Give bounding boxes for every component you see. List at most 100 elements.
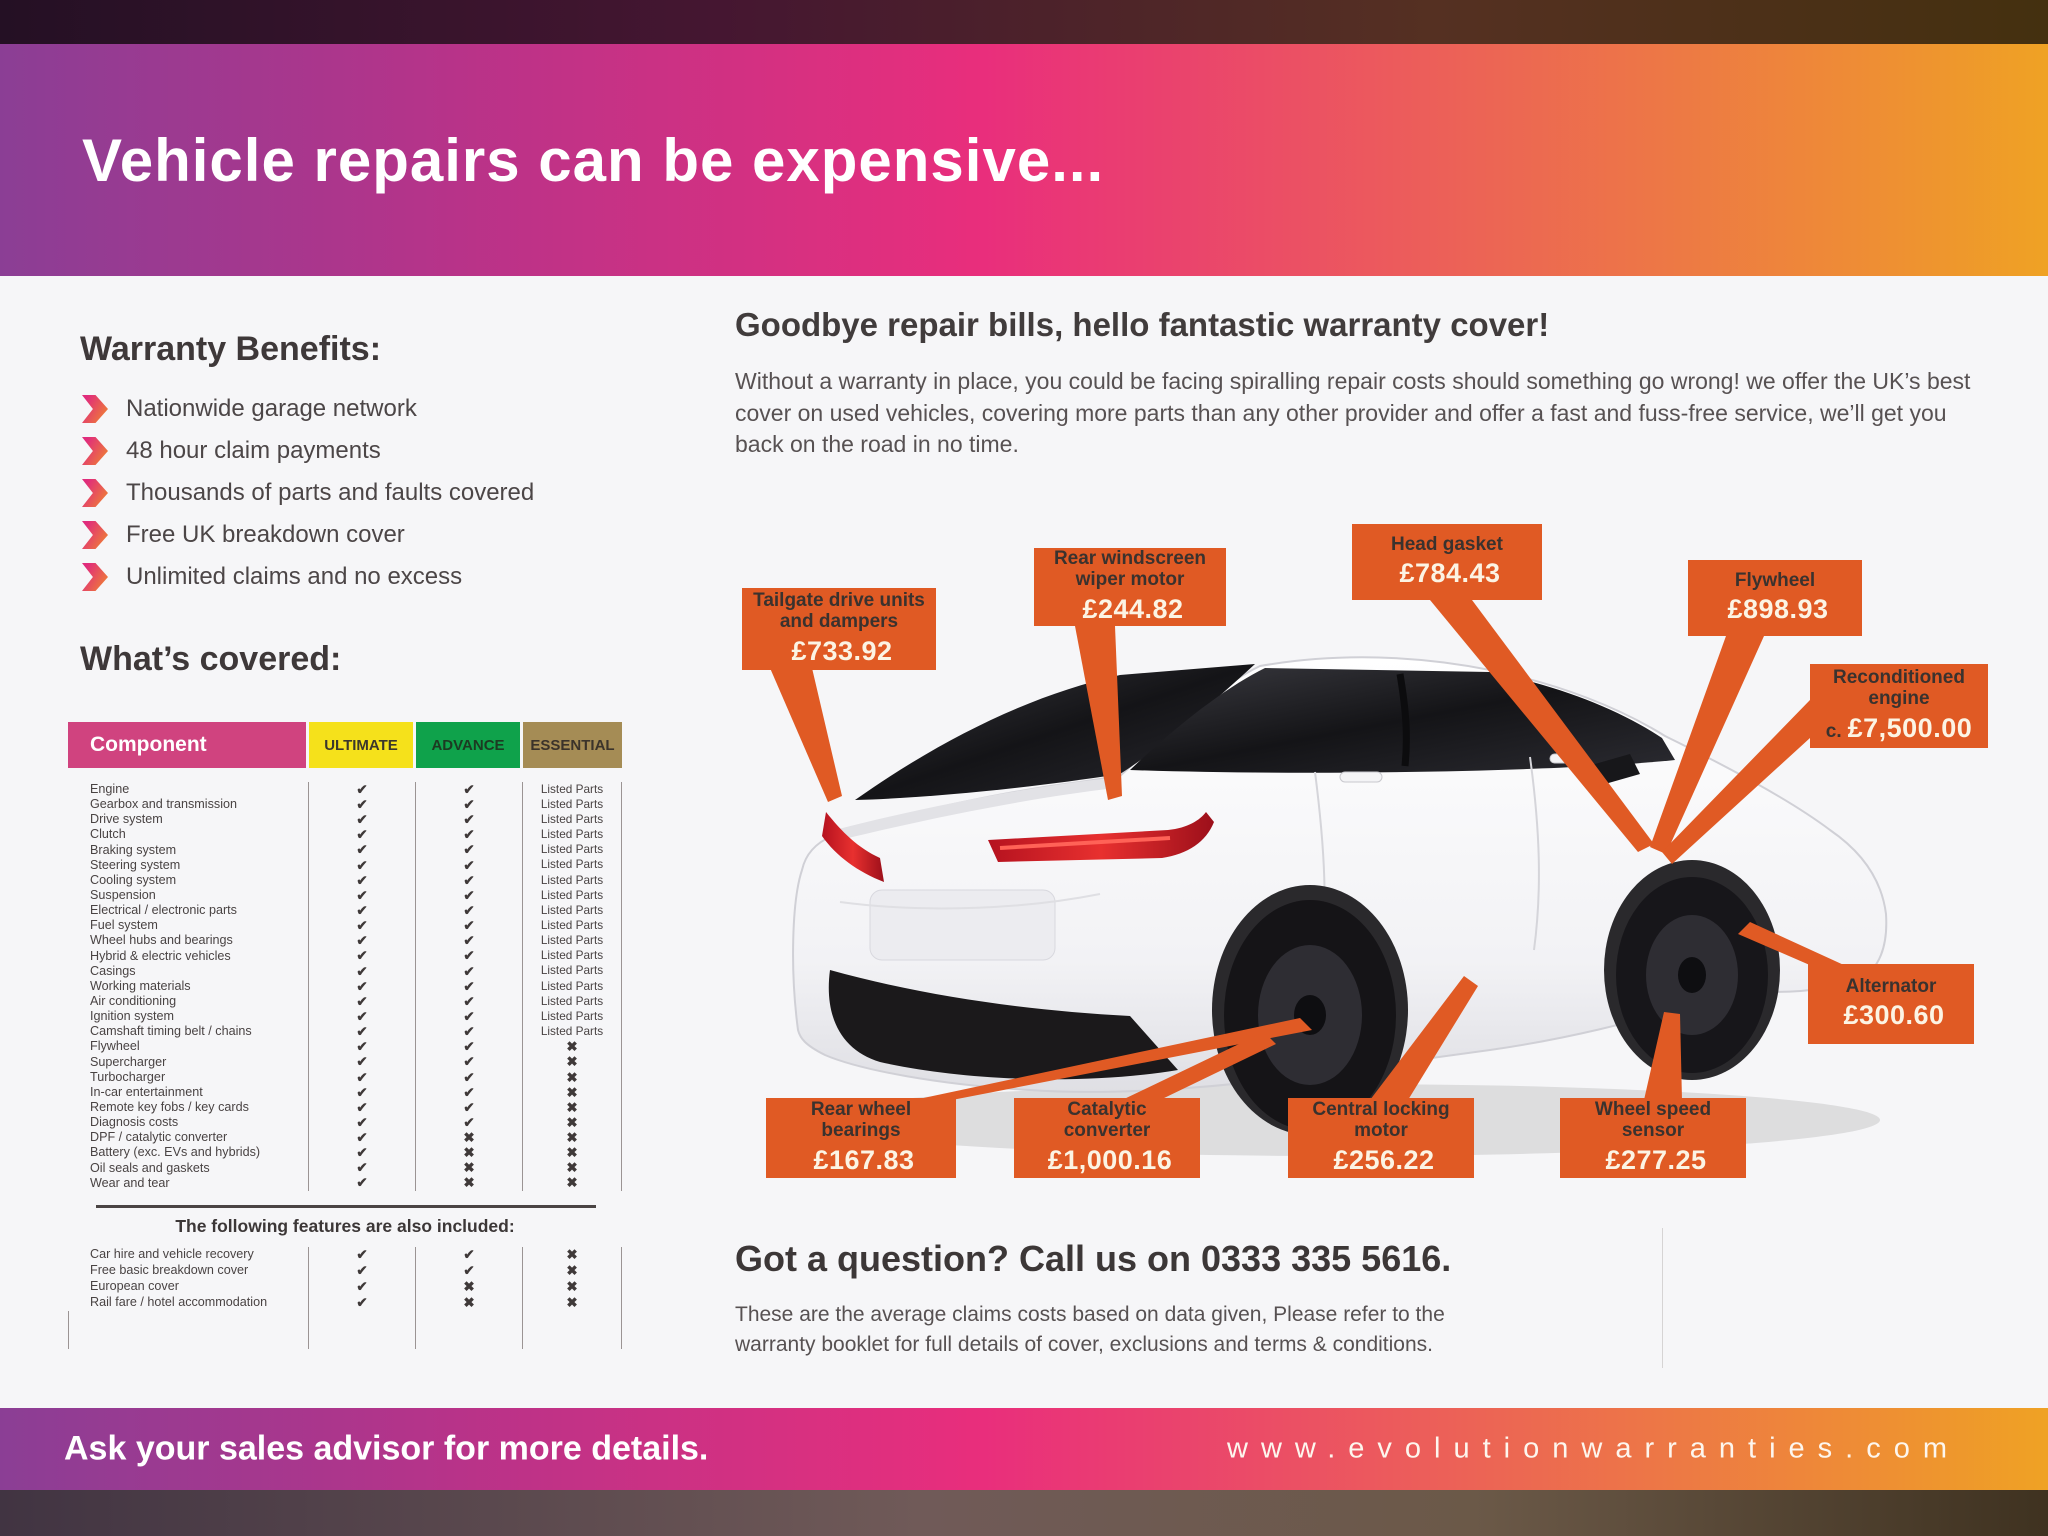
component-name: Turbocharger bbox=[90, 1069, 166, 1084]
check-icon: ✔ bbox=[356, 902, 368, 918]
component-name: Remote key fobs / key cards bbox=[90, 1099, 249, 1114]
cross-icon: ✖ bbox=[463, 1175, 475, 1191]
check-icon: ✔ bbox=[356, 857, 368, 873]
check-icon: ✔ bbox=[463, 812, 475, 828]
check-icon: ✔ bbox=[463, 887, 475, 903]
component-name: Working materials bbox=[90, 978, 191, 993]
check-icon: ✔ bbox=[356, 1247, 368, 1263]
table-row: Hybrid & electric vehicles ✔ ✔ Listed Parts bbox=[68, 948, 622, 964]
benefit-label: Thousands of parts and faults covered bbox=[126, 479, 535, 506]
cross-icon: ✖ bbox=[566, 1099, 578, 1115]
component-name: Suspension bbox=[90, 887, 156, 902]
callout-label: Flywheel bbox=[1734, 569, 1816, 591]
check-icon: ✔ bbox=[463, 796, 475, 812]
callout-leader-lines bbox=[770, 600, 1846, 1100]
cross-icon: ✖ bbox=[566, 1279, 578, 1295]
check-icon: ✔ bbox=[463, 1069, 475, 1085]
table-row: Diagnosis costs ✔ ✔ ✖ bbox=[68, 1114, 622, 1131]
benefits-list: Nationwide garage network 48 hour claim … bbox=[82, 388, 534, 598]
component-name: Fuel system bbox=[90, 918, 158, 933]
callout-label: Tailgate drive units and dampers bbox=[753, 590, 925, 632]
component-name: Car hire and vehicle recovery bbox=[90, 1246, 254, 1261]
cross-icon: ✖ bbox=[566, 1084, 578, 1100]
table-row: Camshaft timing belt / chains ✔ ✔ Listed Pa… bbox=[68, 1024, 622, 1040]
check-icon: ✔ bbox=[356, 1160, 368, 1176]
table-row: Supercharger ✔ ✔ ✖ bbox=[68, 1054, 622, 1070]
component-name: Camshaft timing belt / chains bbox=[90, 1024, 252, 1039]
table-row: Battery (exc. EVs and hybrids) ✔ ✖ ✖ bbox=[68, 1145, 622, 1161]
check-icon: ✔ bbox=[356, 796, 368, 812]
check-icon: ✔ bbox=[356, 872, 368, 888]
callout-price: £784.43 bbox=[1399, 558, 1501, 589]
listed-parts-label: Listed Parts bbox=[540, 827, 604, 842]
component-name: DPF / catalytic converter bbox=[90, 1130, 228, 1145]
component-name: Supercharger bbox=[90, 1054, 167, 1069]
table-row: Remote key fobs / key cards ✔ ✔ ✖ bbox=[68, 1099, 622, 1116]
table-row: Turbocharger ✔ ✔ ✖ bbox=[68, 1069, 622, 1085]
column-header-essential: ESSENTIAL bbox=[523, 722, 622, 768]
table-row: Engine ✔ ✔ Listed Parts bbox=[68, 781, 622, 798]
table-row: In-car entertainment ✔ ✔ ✖ bbox=[68, 1084, 622, 1100]
component-name: Ignition system bbox=[90, 1009, 174, 1024]
check-icon: ✔ bbox=[463, 842, 475, 858]
top-frame-strip bbox=[0, 0, 2048, 44]
cross-icon: ✖ bbox=[566, 1247, 578, 1263]
cross-icon: ✖ bbox=[566, 1054, 578, 1070]
car-wheels bbox=[1212, 860, 1780, 1135]
check-icon: ✔ bbox=[356, 918, 368, 934]
header-band: Vehicle repairs can be expensive... bbox=[0, 44, 2048, 276]
table-row: Air conditioning ✔ ✔ Listed Parts bbox=[68, 993, 622, 1010]
component-name: Clutch bbox=[90, 827, 126, 842]
table-row: Flywheel ✔ ✔ ✖ bbox=[68, 1039, 622, 1055]
check-icon: ✔ bbox=[463, 1084, 475, 1100]
component-name: Hybrid & electric vehicles bbox=[90, 948, 231, 963]
features-column-lines bbox=[68, 1310, 622, 1349]
component-name: European cover bbox=[90, 1278, 179, 1293]
cross-icon: ✖ bbox=[566, 1263, 578, 1279]
disclaimer-text: These are the average claims costs based… bbox=[735, 1303, 1445, 1356]
check-icon: ✔ bbox=[356, 781, 368, 797]
check-icon: ✔ bbox=[463, 963, 475, 979]
callout-price: £256.22 bbox=[1333, 1144, 1435, 1175]
benefit-item: Thousands of parts and faults covered bbox=[82, 472, 534, 514]
check-icon: ✔ bbox=[356, 933, 368, 949]
callout-label: Alternator bbox=[1845, 975, 1937, 997]
column-header-component: Component bbox=[68, 722, 306, 768]
table-row: Cooling system ✔ ✔ Listed Parts bbox=[68, 872, 622, 888]
check-icon: ✔ bbox=[356, 827, 368, 843]
table-row: Rail fare / hotel accommodation ✔ ✖ ✖ bbox=[68, 1294, 622, 1311]
check-icon: ✔ bbox=[356, 1263, 368, 1279]
column-header-ultimate: ULTIMATE bbox=[309, 722, 413, 768]
listed-parts-label: Listed Parts bbox=[540, 902, 604, 917]
check-icon: ✔ bbox=[356, 948, 368, 964]
cross-icon: ✖ bbox=[566, 1295, 578, 1311]
table-row: Gearbox and transmission ✔ ✔ Listed Parts bbox=[68, 796, 622, 813]
benefit-item: Nationwide garage network bbox=[82, 388, 534, 430]
check-icon: ✔ bbox=[356, 1039, 368, 1055]
cross-icon: ✖ bbox=[566, 1145, 578, 1161]
check-icon: ✔ bbox=[463, 872, 475, 888]
callout-label: Head gasket bbox=[1391, 533, 1503, 555]
listed-parts-label: Listed Parts bbox=[540, 796, 604, 811]
covered-heading: What’s covered: bbox=[80, 640, 342, 678]
callout-wheel-speed-sensor: Wheel speed sensor £277.25 bbox=[1560, 1098, 1746, 1178]
check-icon: ✔ bbox=[463, 781, 475, 797]
listed-parts-label: Listed Parts bbox=[540, 857, 604, 872]
component-name: Electrical / electronic parts bbox=[90, 903, 237, 918]
check-icon: ✔ bbox=[356, 1145, 368, 1161]
callout-price: £1,000.16 bbox=[1047, 1144, 1173, 1175]
component-name: Rail fare / hotel accommodation bbox=[90, 1294, 268, 1309]
component-name: Drive system bbox=[90, 812, 163, 827]
callout-rear-wheel-bearings: Rear wheel bearings £167.83 bbox=[766, 1098, 956, 1178]
callout-price: £898.93 bbox=[1727, 594, 1829, 625]
listed-parts-label: Listed Parts bbox=[540, 917, 604, 932]
check-icon: ✔ bbox=[463, 1114, 475, 1130]
footer-url[interactable]: www.evolutionwarranties.com bbox=[1227, 1432, 1960, 1465]
check-icon: ✔ bbox=[356, 1295, 368, 1311]
table-row: European cover ✔ ✖ ✖ bbox=[68, 1278, 622, 1295]
bottom-frame-strip bbox=[0, 1490, 2048, 1536]
cross-icon: ✖ bbox=[566, 1130, 578, 1146]
callout-price: £300.60 bbox=[1843, 1000, 1945, 1031]
table-row: DPF / catalytic converter ✔ ✖ ✖ bbox=[68, 1130, 622, 1146]
table-row: Ignition system ✔ ✔ Listed Parts bbox=[68, 1009, 622, 1025]
